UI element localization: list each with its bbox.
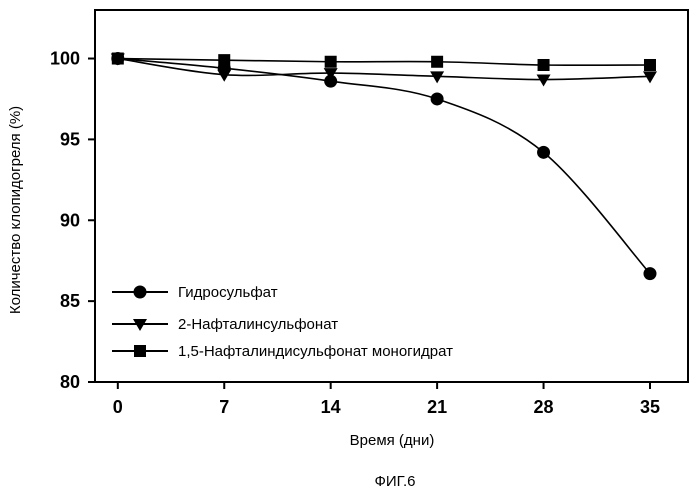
x-tick-label: 0 — [113, 397, 123, 417]
legend-item: 2-Нафталинсульфонат — [112, 316, 338, 333]
data-point — [324, 55, 337, 68]
data-point — [111, 52, 124, 65]
y-tick-label: 85 — [60, 291, 80, 311]
series-3 — [111, 52, 656, 71]
series-line — [117, 57, 651, 275]
figure-caption: ФИГ.6 — [375, 473, 416, 490]
series-1 — [111, 52, 657, 281]
data-point — [431, 55, 444, 68]
x-tick-label: 28 — [534, 397, 554, 417]
legend-item: 1,5-Нафталиндисульфонат моногидрат — [112, 343, 453, 360]
y-tick-label: 95 — [60, 129, 80, 149]
y-tick-label: 80 — [60, 372, 80, 392]
legend-label: 2-Нафталинсульфонат — [178, 316, 338, 333]
data-point — [643, 58, 656, 71]
data-point — [218, 54, 231, 67]
y-tick-label: 100 — [50, 49, 80, 69]
y-axis-title: Количество клопидогреля (%) — [7, 106, 24, 314]
legend-marker — [134, 345, 146, 357]
data-point — [536, 74, 551, 87]
data-point — [537, 145, 551, 159]
x-tick-label: 21 — [427, 397, 447, 417]
data-point — [430, 92, 444, 106]
legend-marker — [133, 285, 147, 299]
legend-label: Гидросульфат — [178, 284, 278, 301]
data-point — [430, 71, 445, 84]
legend-item: Гидросульфат — [112, 284, 278, 301]
x-axis-title: Время (дни) — [350, 432, 435, 449]
x-tick-label: 35 — [640, 397, 660, 417]
data-point — [642, 71, 657, 84]
series-line — [117, 57, 651, 81]
data-point — [323, 68, 338, 81]
series-2 — [110, 53, 657, 87]
plot-frame — [94, 9, 689, 383]
data-point — [324, 74, 338, 88]
data-point — [643, 267, 657, 281]
y-tick-label: 90 — [60, 210, 80, 230]
legend-marker — [133, 319, 147, 331]
legend-label: 1,5-Нафталиндисульфонат моногидрат — [178, 343, 453, 360]
data-point — [537, 58, 550, 71]
series-line — [117, 57, 650, 67]
x-tick-label: 14 — [321, 397, 341, 417]
data-point — [217, 69, 232, 82]
x-tick-label: 7 — [219, 397, 229, 417]
